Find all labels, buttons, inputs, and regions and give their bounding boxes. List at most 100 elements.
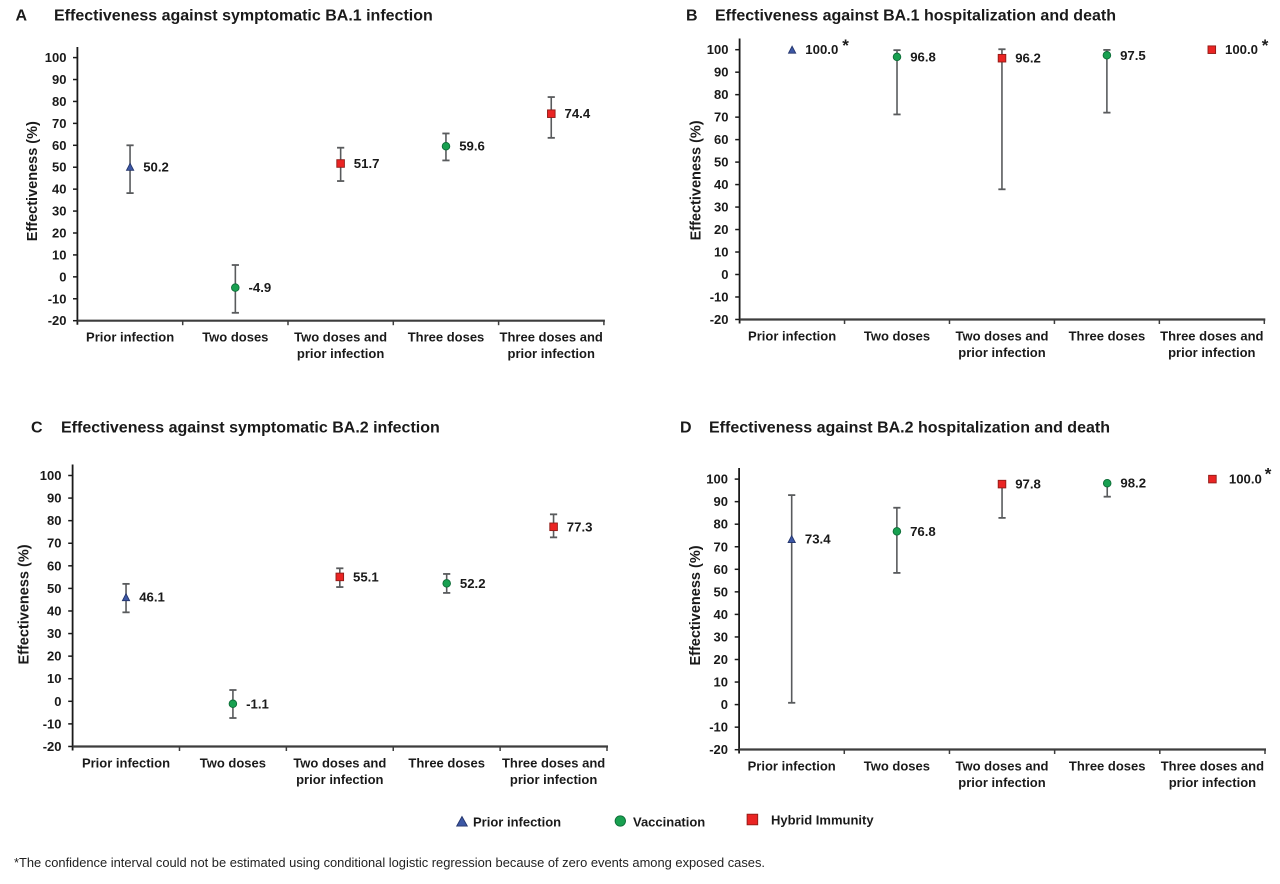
svg-text:Three doses: Three doses	[408, 330, 485, 345]
svg-text:10: 10	[52, 247, 66, 262]
svg-text:Two doses: Two doses	[864, 758, 930, 773]
svg-text:46.1: 46.1	[139, 590, 165, 605]
svg-text:96.8: 96.8	[910, 49, 936, 64]
svg-text:96.2: 96.2	[1015, 51, 1041, 66]
svg-text:Vaccination: Vaccination	[633, 814, 705, 829]
svg-text:Three doses and: Three doses and	[1160, 328, 1263, 343]
svg-text:50: 50	[714, 155, 728, 170]
svg-text:70: 70	[714, 110, 728, 125]
svg-text:90: 90	[714, 494, 728, 509]
svg-text:30: 30	[52, 204, 66, 219]
svg-text:70: 70	[714, 539, 728, 554]
svg-text:-1.1: -1.1	[246, 696, 269, 711]
svg-text:70: 70	[52, 116, 66, 131]
svg-text:98.2: 98.2	[1120, 476, 1146, 491]
svg-text:Prior infection: Prior infection	[82, 755, 170, 770]
svg-text:Hybrid Immunity: Hybrid Immunity	[771, 812, 874, 827]
svg-text:30: 30	[714, 630, 728, 645]
svg-text:*The confidence interval could: *The confidence interval could not be es…	[14, 855, 765, 870]
svg-text:prior infection: prior infection	[297, 346, 384, 361]
svg-text:prior infection: prior infection	[510, 772, 597, 787]
svg-text:Effectiveness (%): Effectiveness (%)	[25, 121, 41, 241]
svg-text:100.0: 100.0	[805, 42, 838, 57]
svg-text:Two doses: Two doses	[864, 328, 930, 343]
svg-text:100: 100	[45, 50, 67, 65]
svg-text:-20: -20	[48, 313, 67, 328]
svg-text:Effectiveness against BA.1 hos: Effectiveness against BA.1 hospitalizati…	[715, 8, 1116, 25]
svg-text:Effectiveness (%): Effectiveness (%)	[17, 544, 33, 664]
svg-text:Three doses and: Three doses and	[502, 755, 605, 770]
svg-text:0: 0	[721, 267, 728, 282]
svg-text:20: 20	[714, 652, 728, 667]
svg-text:Prior infection: Prior infection	[748, 758, 836, 773]
svg-text:97.5: 97.5	[1120, 48, 1146, 63]
svg-text:Three doses: Three doses	[1069, 328, 1146, 343]
svg-text:-20: -20	[709, 742, 728, 757]
svg-text:Two doses and: Two doses and	[956, 758, 1049, 773]
svg-text:60: 60	[47, 558, 61, 573]
svg-text:Two doses and: Two doses and	[956, 328, 1049, 343]
svg-text:-10: -10	[710, 290, 729, 305]
svg-text:Effectiveness (%): Effectiveness (%)	[688, 120, 704, 240]
svg-text:20: 20	[52, 226, 66, 241]
svg-text:prior infection: prior infection	[1168, 345, 1255, 360]
svg-text:Effectiveness (%): Effectiveness (%)	[688, 545, 704, 665]
svg-text:0: 0	[721, 697, 728, 712]
svg-text:51.7: 51.7	[354, 156, 380, 171]
svg-text:60: 60	[714, 132, 728, 147]
svg-text:60: 60	[52, 138, 66, 153]
svg-text:C: C	[31, 419, 43, 436]
svg-text:74.4: 74.4	[565, 106, 591, 121]
svg-text:Two doses: Two doses	[202, 330, 268, 345]
svg-text:50: 50	[47, 581, 61, 596]
svg-text:76.8: 76.8	[910, 524, 936, 539]
svg-text:D: D	[680, 419, 692, 436]
svg-text:100: 100	[40, 468, 62, 483]
svg-text:*: *	[1262, 36, 1269, 55]
svg-text:prior infection: prior infection	[958, 775, 1045, 790]
svg-text:60: 60	[714, 562, 728, 577]
svg-text:Three doses and: Three doses and	[500, 330, 603, 345]
svg-text:10: 10	[714, 675, 728, 690]
svg-text:Prior infection: Prior infection	[473, 814, 561, 829]
svg-text:100.0: 100.0	[1229, 472, 1262, 487]
svg-text:*: *	[842, 36, 849, 55]
svg-text:52.2: 52.2	[460, 576, 486, 591]
svg-text:A: A	[16, 8, 28, 25]
svg-text:97.8: 97.8	[1015, 477, 1041, 492]
svg-text:80: 80	[52, 94, 66, 109]
svg-text:59.6: 59.6	[459, 139, 485, 154]
svg-text:50: 50	[52, 160, 66, 175]
svg-text:20: 20	[714, 222, 728, 237]
svg-text:10: 10	[714, 245, 728, 260]
svg-text:*: *	[1265, 465, 1272, 484]
svg-text:100: 100	[707, 42, 729, 57]
svg-text:prior infection: prior infection	[1169, 775, 1256, 790]
svg-text:80: 80	[47, 513, 61, 528]
svg-text:77.3: 77.3	[567, 519, 593, 534]
svg-text:0: 0	[59, 269, 66, 284]
svg-text:30: 30	[714, 200, 728, 215]
svg-text:prior infection: prior infection	[508, 346, 595, 361]
svg-text:-20: -20	[43, 739, 62, 754]
svg-text:Two doses: Two doses	[200, 755, 266, 770]
svg-text:-4.9: -4.9	[249, 280, 272, 295]
svg-text:40: 40	[47, 604, 61, 619]
svg-text:20: 20	[47, 649, 61, 664]
svg-text:Prior infection: Prior infection	[86, 330, 174, 345]
svg-text:0: 0	[54, 694, 61, 709]
svg-text:prior infection: prior infection	[958, 345, 1045, 360]
svg-text:Two doses and: Two doses and	[293, 755, 386, 770]
svg-text:-10: -10	[48, 291, 67, 306]
svg-text:-10: -10	[43, 716, 62, 731]
svg-text:40: 40	[52, 182, 66, 197]
svg-text:Effectiveness against symptoma: Effectiveness against symptomatic BA.2 i…	[61, 419, 440, 436]
svg-text:B: B	[686, 8, 698, 25]
svg-text:30: 30	[47, 626, 61, 641]
svg-text:Three doses: Three doses	[1069, 758, 1146, 773]
svg-text:40: 40	[714, 177, 728, 192]
svg-text:90: 90	[47, 491, 61, 506]
svg-text:40: 40	[714, 607, 728, 622]
svg-text:80: 80	[714, 87, 728, 102]
svg-text:10: 10	[47, 671, 61, 686]
